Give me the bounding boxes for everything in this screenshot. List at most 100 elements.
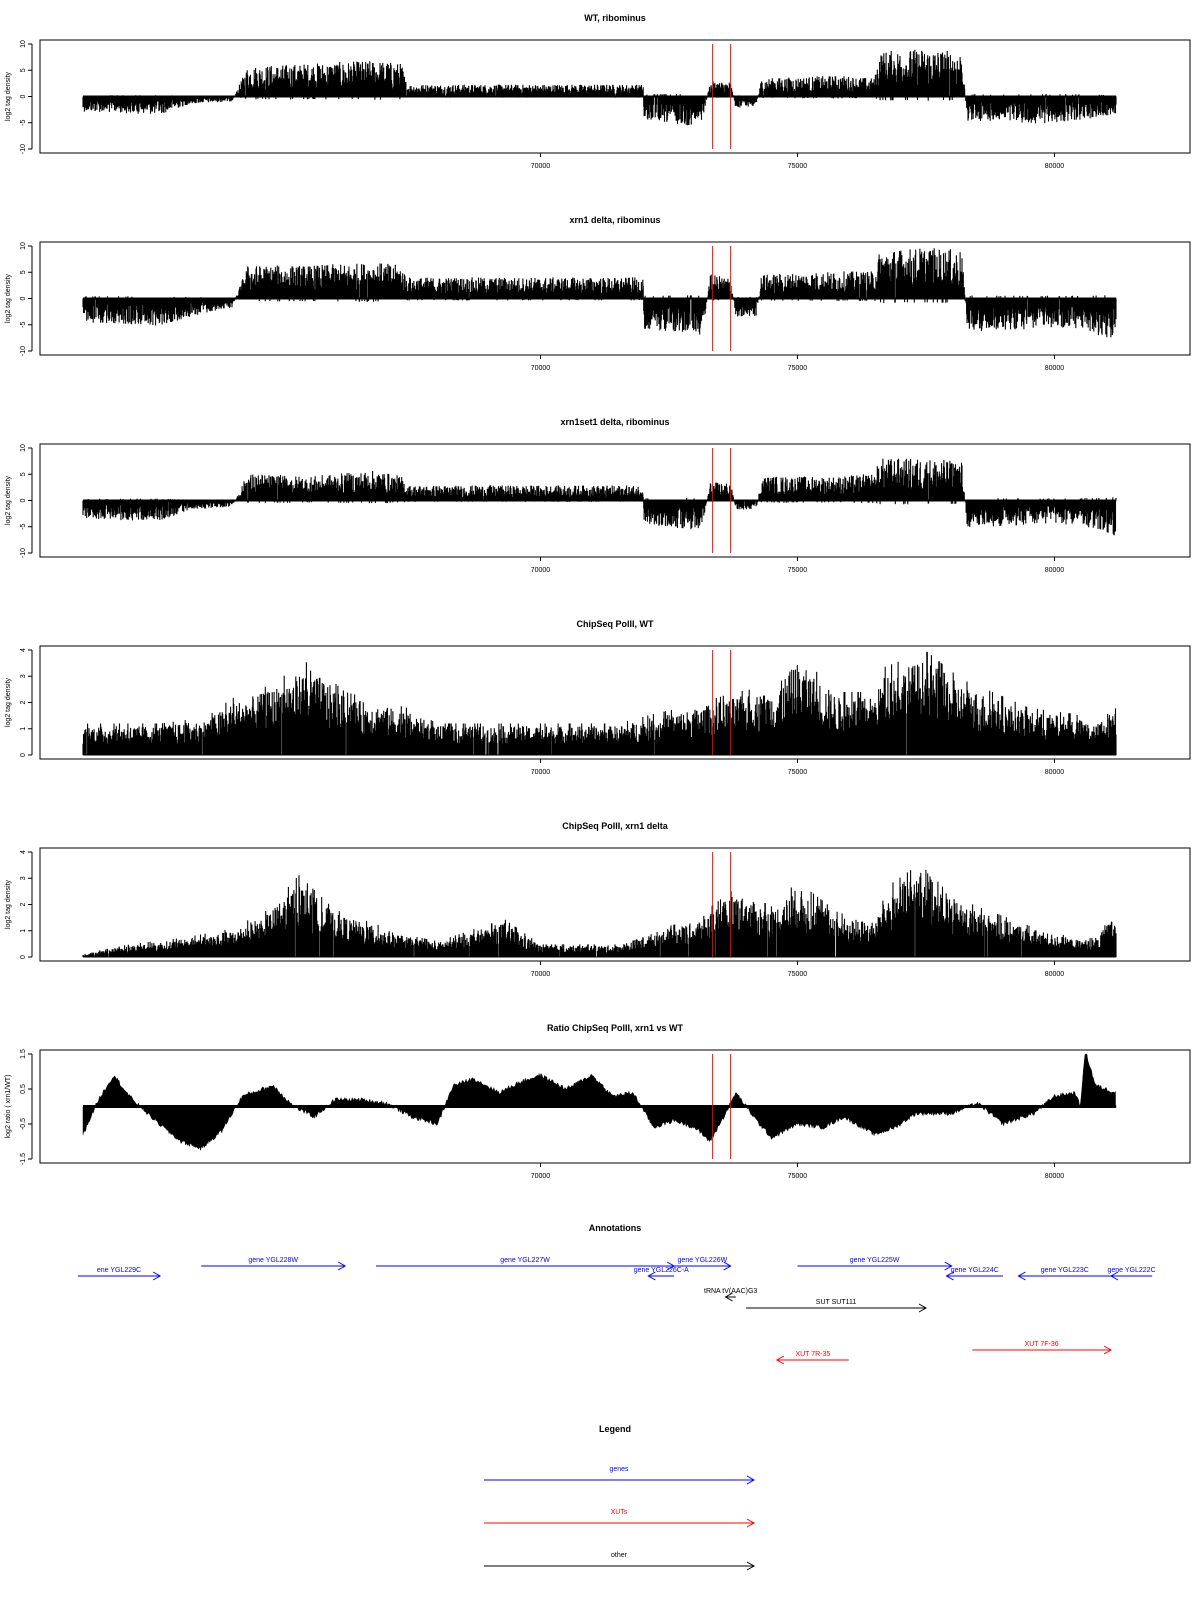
x-tick-label: 75000 [788, 163, 808, 170]
y-tick-label: 1 [20, 727, 27, 731]
y-tick-label: 10 [20, 444, 27, 452]
plot-frame [39, 443, 1191, 558]
panel-title: ChipSeq PolII, WT [577, 619, 654, 629]
annotation-label: tRNA tV(AAC)G3 [704, 1288, 757, 1295]
y-tick-label: -10 [20, 144, 27, 154]
data-bars [82, 869, 1117, 958]
annotations-track: Annotations ene YGL229C gene YGL228W gene … [77, 1223, 1156, 1365]
y-tick-label: 10 [20, 40, 27, 48]
annotation-arrow: gene YGL226C-A [634, 1267, 689, 1281]
panel-2: xrn1set1 delta, ribominus -10 -5 0 5 10 log2 t… [5, 417, 1191, 574]
annotation-arrow: tRNA tV(AAC)G3 [704, 1288, 757, 1302]
panel-5: Ratio ChipSeq PolII, xrn1 vs WT -1.5 -0.5 0… [5, 1023, 1191, 1180]
y-axis: -10 -5 0 5 10 [20, 40, 33, 154]
annotations-title: Annotations [589, 1223, 642, 1233]
legend-label: XUTs [611, 1509, 628, 1516]
y-axis-label: log2 ratio ( xrn1/WT) [5, 1075, 12, 1139]
x-tick-label: 80000 [1045, 365, 1065, 372]
y-axis-label: log2 tag density [5, 273, 12, 323]
x-tick-label: 70000 [531, 163, 551, 170]
plot-frame [39, 241, 1191, 356]
x-tick-label: 75000 [788, 1173, 808, 1180]
y-tick-label: 0 [20, 753, 27, 757]
x-tick-label: 75000 [788, 769, 808, 776]
panel-title: Ratio ChipSeq PolII, xrn1 vs WT [547, 1023, 684, 1033]
plot-frame [39, 39, 1191, 154]
density-bars [82, 458, 1117, 536]
annotation-label: gene YGL226C-A [634, 1267, 689, 1274]
density-bars [82, 248, 1117, 338]
y-tick-label: 4 [20, 648, 27, 652]
y-tick-label: 2 [20, 902, 27, 906]
annotation-features: ene YGL229C gene YGL228W gene YGL227W gene … [77, 1257, 1156, 1365]
x-tick-label: 75000 [788, 567, 808, 574]
annotation-label: gene YGL225W [850, 1257, 900, 1264]
data-bars [82, 458, 1117, 536]
annotation-arrow: XUT 7F-36 [972, 1341, 1113, 1355]
x-tick-label: 80000 [1045, 567, 1065, 574]
y-tick-label: 5 [20, 270, 27, 274]
legend-item: genes [484, 1466, 756, 1485]
annotation-label: XUT 7F-36 [1025, 1341, 1059, 1348]
y-tick-label: 0 [20, 94, 27, 98]
y-tick-label: 1.5 [20, 1049, 27, 1059]
x-tick-label: 75000 [788, 971, 808, 978]
y-tick-label: 3 [20, 674, 27, 678]
y-tick-label: 0 [20, 498, 27, 502]
y-tick-label: -5 [20, 322, 27, 328]
annotation-label: gene YGL226W [678, 1257, 728, 1264]
annotation-arrow: gene YGL225W [797, 1257, 953, 1271]
y-axis: 0 1 2 3 4 [20, 648, 33, 757]
panel-title: WT, ribominus [584, 13, 646, 23]
y-tick-label: -10 [20, 548, 27, 558]
plot-frame [39, 1049, 1191, 1164]
annotation-label: gene YGL223C [1041, 1267, 1089, 1274]
y-tick-label: -1.5 [20, 1153, 27, 1165]
y-tick-label: -5 [20, 120, 27, 126]
data-bars [82, 49, 1117, 126]
y-axis-label: log2 tag density [5, 879, 12, 929]
y-axis: -1.5 -0.5 0.5 1.5 [20, 1049, 33, 1165]
annotation-label: gene YGL227W [500, 1257, 550, 1264]
annotation-arrow: gene YGL227W [375, 1257, 676, 1271]
plot-frame [39, 645, 1191, 760]
x-axis: 70000 75000 80000 [531, 961, 1064, 978]
panel-1: xrn1 delta, ribominus -10 -5 0 5 10 log2 tag d… [5, 215, 1191, 372]
y-tick-label: 4 [20, 850, 27, 854]
data-bars [82, 248, 1117, 338]
y-tick-label: 0 [20, 955, 27, 959]
legend-label: genes [609, 1466, 629, 1473]
legend-items: genes XUTs other [484, 1466, 756, 1571]
x-tick-label: 70000 [531, 567, 551, 574]
y-axis-label: log2 tag density [5, 475, 12, 525]
annotation-arrow: gene YGL228W [201, 1257, 347, 1271]
annotation-label: XUT 7R-35 [795, 1351, 830, 1358]
annotation-label: ene YGL229C [97, 1267, 141, 1274]
x-axis: 70000 75000 80000 [531, 557, 1065, 574]
y-axis-label: log2 tag density [5, 71, 12, 121]
annotation-arrow: gene YGL224C [945, 1267, 1004, 1281]
legend-item: XUTs [484, 1509, 756, 1528]
annotation-arrow: gene YGL223C [1017, 1267, 1112, 1281]
annotation-arrow: gene YGL226W [674, 1257, 732, 1271]
x-tick-label: 70000 [531, 971, 551, 978]
legend-label: other [611, 1552, 628, 1559]
y-tick-label: 0.5 [20, 1084, 27, 1094]
y-tick-label: -10 [20, 346, 27, 356]
x-axis: 70000 75000 80000 [531, 1163, 1064, 1180]
y-tick-label: 1 [20, 929, 27, 933]
density-bars [82, 651, 1117, 755]
y-tick-label: 2 [20, 700, 27, 704]
data-bars [82, 651, 1117, 756]
panel-title: xrn1 delta, ribominus [569, 215, 660, 225]
y-tick-label: -0.5 [20, 1118, 27, 1130]
y-axis: 0 1 2 3 4 [20, 850, 33, 959]
data-bars [82, 1053, 1117, 1151]
x-tick-label: 80000 [1045, 769, 1065, 776]
y-axis: -10 -5 0 5 10 [20, 444, 33, 558]
plot-frame [39, 847, 1191, 962]
legend: Legend genes XUTs other [484, 1424, 756, 1571]
x-tick-label: 70000 [531, 769, 551, 776]
